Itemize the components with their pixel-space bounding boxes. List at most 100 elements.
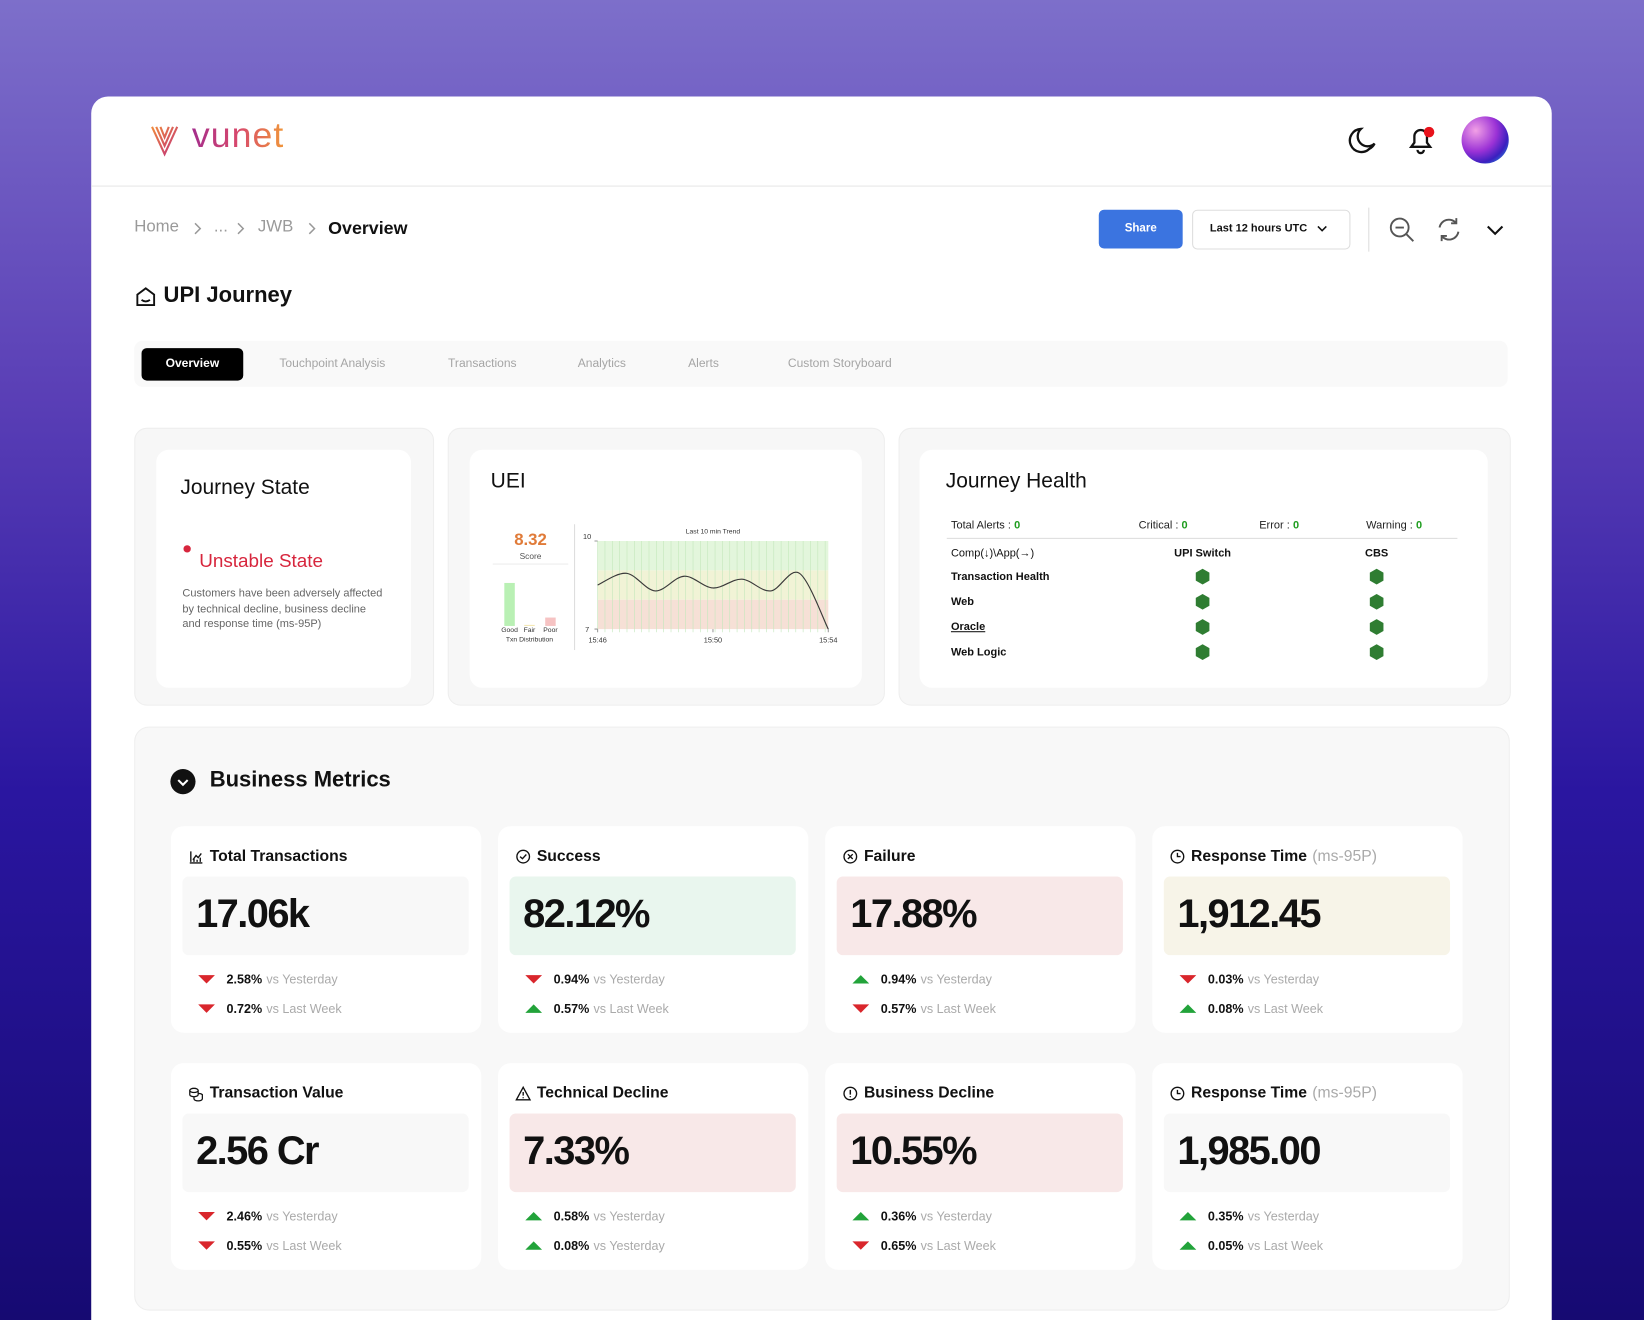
metric-value-box bbox=[509, 1113, 796, 1193]
y-tick-label: 10 bbox=[583, 532, 591, 541]
comparison-change: 0.08% bbox=[1207, 1001, 1244, 1016]
comparison: 0.94% vs Yesterday bbox=[554, 972, 665, 987]
comparison-change: 0.94% bbox=[880, 971, 917, 987]
x-tick-label: 15:50 bbox=[704, 636, 722, 645]
state-label: Unstable State bbox=[199, 550, 324, 572]
metric-title-text: Technical Decline bbox=[536, 1084, 669, 1102]
time-range-label: Last 12 hours UTC bbox=[1209, 222, 1308, 235]
expand[interactable] bbox=[1483, 218, 1508, 241]
metric-value-box bbox=[509, 876, 796, 956]
toolbar-divider bbox=[1368, 207, 1370, 252]
metric-value: 2.56 Cr bbox=[196, 1129, 319, 1174]
avatar[interactable] bbox=[1461, 116, 1509, 164]
threshold-band bbox=[597, 599, 829, 630]
trend-down-arrow bbox=[198, 1212, 215, 1221]
trend-up-arrow bbox=[525, 1241, 543, 1250]
status-hexagon[interactable] bbox=[1368, 644, 1385, 661]
status-hexagon[interactable] bbox=[1194, 644, 1211, 661]
alert-count: Warning :0 bbox=[1366, 519, 1422, 532]
tab-bar bbox=[134, 340, 1508, 387]
comparison-change: 2.58% bbox=[226, 971, 263, 987]
notifications[interactable] bbox=[1405, 123, 1439, 157]
trend-down-arrow bbox=[198, 975, 215, 984]
comparison: 0.57% vs Last Week bbox=[881, 1001, 996, 1016]
metric-value: 82.12% bbox=[523, 892, 650, 937]
theme-toggle[interactable] bbox=[1348, 124, 1379, 155]
status-hexagon[interactable] bbox=[1194, 593, 1211, 610]
tab[interactable]: Analytics bbox=[577, 357, 626, 371]
status-hexagon[interactable] bbox=[1368, 568, 1385, 585]
metric-value: 7.33% bbox=[523, 1129, 630, 1174]
tab-active[interactable]: Overview bbox=[141, 348, 244, 381]
section-title: Business Metrics bbox=[209, 767, 391, 792]
trend-down-arrow bbox=[1179, 975, 1197, 984]
refresh[interactable] bbox=[1434, 215, 1463, 244]
tab[interactable]: Alerts bbox=[688, 357, 719, 371]
component-name: Web bbox=[950, 595, 975, 609]
x-tick-label: 15:46 bbox=[588, 636, 606, 645]
metric-value-box bbox=[836, 1113, 1123, 1193]
status-hexagon[interactable] bbox=[1194, 568, 1211, 585]
trend-up-arrow bbox=[1179, 1241, 1197, 1250]
collapse-toggle[interactable] bbox=[170, 769, 196, 795]
metric-unit: (ms-95P) bbox=[1312, 847, 1377, 865]
comparison-label: vs Last Week bbox=[920, 1001, 996, 1016]
component-name: Transaction Health bbox=[950, 570, 1050, 583]
metric-title-text: Business Decline bbox=[863, 1084, 995, 1102]
status-hexagon[interactable] bbox=[1194, 619, 1211, 636]
health-divider bbox=[946, 537, 1458, 539]
alert-value: 0 bbox=[1014, 518, 1021, 532]
comparison-label: vs Last Week bbox=[1247, 1001, 1324, 1016]
comparison: 0.08% vs Last Week bbox=[1208, 1001, 1323, 1016]
metric-icon bbox=[189, 1087, 203, 1102]
metric-title-text: Total Transactions bbox=[209, 847, 348, 865]
logo-icon bbox=[151, 126, 179, 157]
trend-title: Last 10 min Trend bbox=[686, 529, 741, 536]
journey-health-title: Journey Health bbox=[945, 469, 1087, 493]
metric-value-box bbox=[1163, 876, 1451, 956]
comparison: 0.08% vs Yesterday bbox=[554, 1238, 665, 1253]
comparison: 0.55% vs Last Week bbox=[226, 1238, 341, 1253]
comparison-label: vs Yesterday bbox=[266, 1208, 338, 1224]
tab[interactable]: Transactions bbox=[448, 357, 517, 371]
metric-value-box bbox=[182, 1113, 469, 1193]
share-button[interactable]: Share bbox=[1098, 209, 1183, 249]
comparison-label: vs Yesterday bbox=[593, 1208, 665, 1224]
metric-title: Technical Decline bbox=[537, 1084, 669, 1102]
zoom-out[interactable] bbox=[1387, 215, 1416, 244]
breadcrumb-item[interactable]: ... bbox=[213, 218, 228, 236]
component-link[interactable]: Oracle bbox=[950, 620, 986, 634]
metric-title: Failure bbox=[864, 847, 916, 865]
comparison-label: vs Yesterday bbox=[1247, 971, 1320, 987]
comparison-label: vs Yesterday bbox=[593, 971, 665, 987]
comparison: 0.58% vs Yesterday bbox=[554, 1209, 665, 1224]
comparison-change: 0.72% bbox=[226, 1001, 263, 1016]
column-header: UPI Switch bbox=[1174, 547, 1232, 560]
uei-score: 8.32 bbox=[514, 530, 547, 549]
tab[interactable]: Touchpoint Analysis bbox=[279, 357, 386, 371]
distribution-label: Fair bbox=[524, 627, 536, 634]
header-divider bbox=[91, 185, 1552, 187]
trend-up-arrow bbox=[525, 1212, 543, 1221]
metric-title: Success bbox=[537, 847, 601, 865]
tab[interactable]: Custom Storyboard bbox=[787, 357, 892, 371]
comparison: 0.72% vs Last Week bbox=[226, 1001, 341, 1016]
comparison-label: vs Last Week bbox=[593, 1001, 669, 1016]
journey-state-inner bbox=[156, 449, 412, 688]
column-header: CBS bbox=[1365, 547, 1389, 560]
metric-value-box bbox=[182, 876, 469, 956]
metric-unit: (ms-95P) bbox=[1312, 1084, 1377, 1102]
metric-value: 1,912.45 bbox=[1177, 892, 1321, 937]
trend-up-arrow bbox=[852, 975, 870, 984]
breadcrumb-item[interactable]: JWB bbox=[257, 218, 294, 236]
trend-up-arrow bbox=[525, 1004, 543, 1013]
status-hexagon[interactable] bbox=[1368, 619, 1385, 636]
metric-icon bbox=[1170, 1086, 1185, 1101]
comparison: 0.65% vs Last Week bbox=[881, 1238, 996, 1253]
comparison-change: 0.58% bbox=[553, 1208, 590, 1224]
status-hexagon[interactable] bbox=[1368, 593, 1385, 610]
alert-count: Error :0 bbox=[1259, 519, 1299, 532]
breadcrumb-item[interactable]: Home bbox=[134, 218, 179, 236]
metric-title: Response Time (ms-95P) bbox=[1191, 847, 1377, 865]
